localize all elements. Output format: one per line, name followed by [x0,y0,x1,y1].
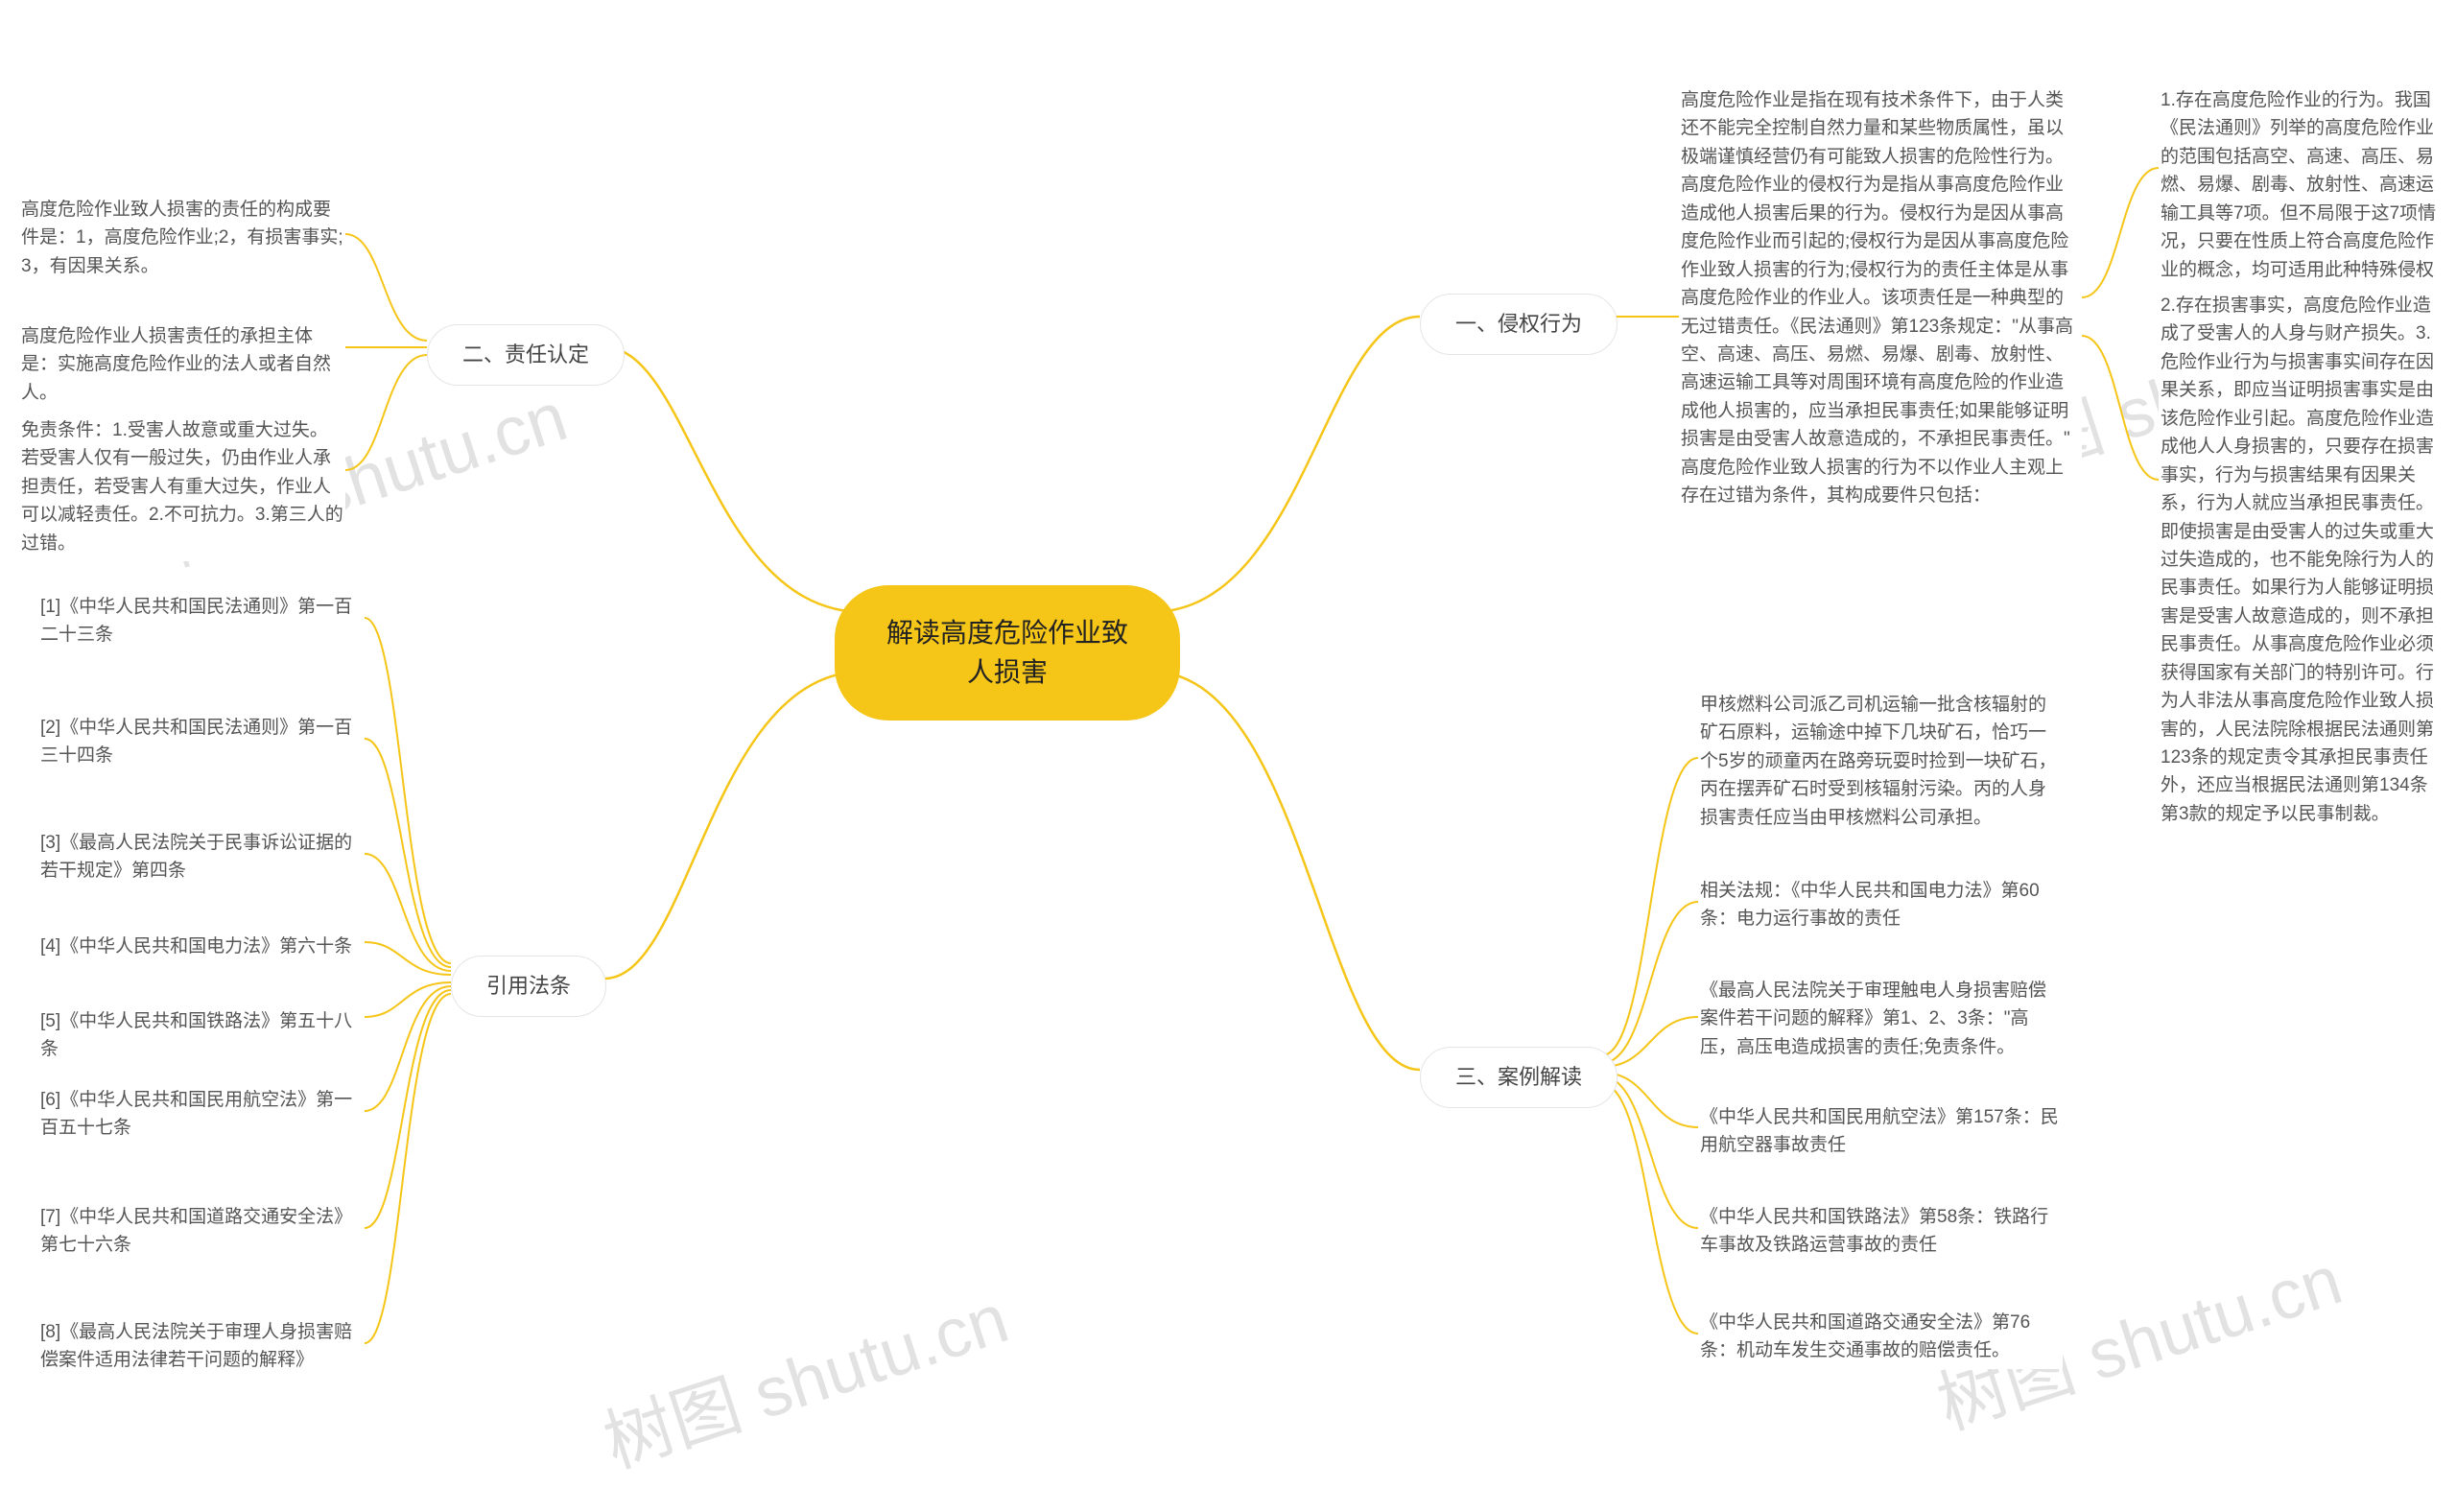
branch-liability-item-2: 高度危险作业人损害责任的承担主体是：实施高度危险作业的法人或者自然人。 [19,319,345,411]
branch-citations-item-1: [1]《中华人民共和国民法通则》第一百二十三条 [38,589,365,653]
branch-case-item-5: 《中华人民共和国铁路法》第58条：铁路行车事故及铁路运营事故的责任 [1698,1199,2063,1264]
branch-case-item-6: 《中华人民共和国道路交通安全法》第76条：机动车发生交通事故的赔偿责任。 [1698,1305,2063,1369]
branch-citations-item-3: [3]《最高人民法院关于民事诉讼证据的若干规定》第四条 [38,825,365,889]
branch-case-item-2: 相关法规：《中华人民共和国电力法》第60条：电力运行事故的责任 [1698,873,2063,937]
branch-tort[interactable]: 一、侵权行为 [1420,294,1618,355]
branch-label: 三、案例解读 [1455,1065,1582,1089]
branch-citations-item-6: [6]《中华人民共和国民用航空法》第一百五十七条 [38,1082,365,1146]
branch-liability[interactable]: 二、责任认定 [427,324,625,386]
branch-label: 二、责任认定 [462,343,589,366]
branch-case-item-1: 甲核燃料公司派乙司机运输一批含核辐射的矿石原料，运输途中掉下几块矿石，恰巧一个5… [1698,687,2063,836]
branch-case-item-3: 《最高人民法院关于审理触电人身损害赔偿案件若干问题的解释》第1、2、3条："高压… [1698,973,2063,1065]
branch-tort-summary: 高度危险作业是指在现有技术条件下，由于人类还不能完全控制自然力量和某些物质属性，… [1679,83,2082,514]
branch-citations-item-5: [5]《中华人民共和国铁路法》第五十八条 [38,1004,365,1068]
mindmap-center[interactable]: 解读高度危险作业致人损害 [835,585,1180,721]
branch-liability-item-3: 免责条件：1.受害人故意或重大过失。若受害人仅有一般过失，仍由作业人承担责任，若… [19,413,345,561]
branch-label: 一、侵权行为 [1455,312,1582,336]
mindmap-connectors [0,0,2456,1512]
branch-citations[interactable]: 引用法条 [451,956,606,1017]
branch-tort-item-2: 2.存在损害事实，高度危险作业造成了受害人的人身与财产损失。3.危险作业行为与损… [2159,288,2446,832]
center-title: 解读高度危险作业致人损害 [886,618,1128,687]
branch-citations-item-2: [2]《中华人民共和国民法通则》第一百三十四条 [38,710,365,774]
branch-case-item-4: 《中华人民共和国民用航空法》第157条：民用航空器事故责任 [1698,1099,2063,1164]
branch-case[interactable]: 三、案例解读 [1420,1047,1618,1108]
branch-liability-item-1: 高度危险作业致人损害的责任的构成要件是：1，高度危险作业;2，有损害事实; 3，… [19,192,345,284]
branch-tort-item-1: 1.存在高度危险作业的行为。我国《民法通则》列举的高度危险作业的范围包括高空、高… [2159,83,2446,317]
branch-citations-item-7: [7]《中华人民共和国道路交通安全法》第七十六条 [38,1199,365,1264]
branch-citations-item-8: [8]《最高人民法院关于审理人身损害赔偿案件适用法律若干问题的解释》 [38,1314,365,1379]
branch-label: 引用法条 [486,974,571,998]
watermark: 树图 shutu.cn [589,1262,1018,1487]
branch-citations-item-4: [4]《中华人民共和国电力法》第六十条 [38,929,365,964]
